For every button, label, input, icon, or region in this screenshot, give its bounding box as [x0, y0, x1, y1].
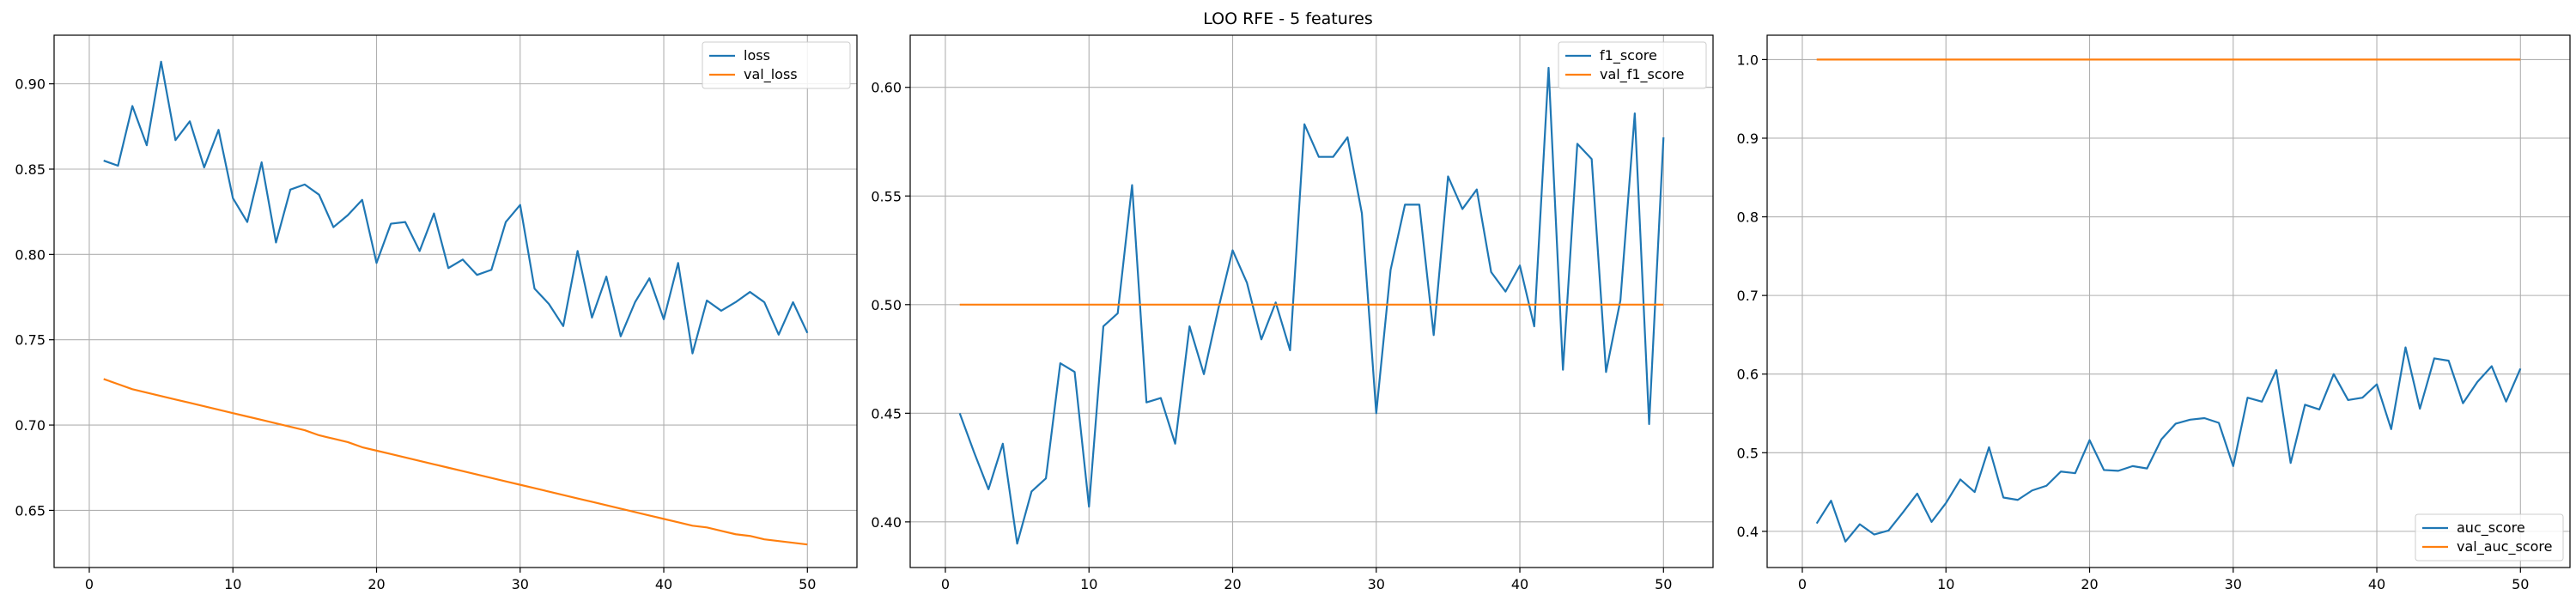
x-axis: 0 10 20 30 40 50 — [941, 568, 1672, 592]
x-tick-label: 20 — [2081, 576, 2098, 592]
legend-box — [1558, 41, 1707, 89]
legend: loss val_loss — [702, 41, 851, 89]
x-tick-label: 10 — [1937, 576, 1954, 592]
y-tick-label: 0.8 — [1737, 209, 1759, 226]
x-tick-label: 10 — [1080, 576, 1097, 592]
y-axis: 0.4 0.5 0.6 0.7 0.8 0.9 1.0 — [1737, 52, 1767, 540]
y-tick-label: 0.45 — [871, 405, 902, 422]
subplot-2: 0 10 20 30 40 50 0.40 0.45 0.50 0.55 0.60 f1_scorev… — [871, 34, 1714, 592]
x-tick-label: 30 — [1368, 576, 1385, 592]
grid — [54, 35, 857, 568]
legend-box — [2415, 513, 2564, 562]
y-tick-label: 0.65 — [15, 502, 46, 519]
figure-title: LOO RFE - 5 features — [1203, 9, 1373, 28]
x-axis: 0 10 20 30 40 50 — [85, 568, 816, 592]
y-tick-label: 0.80 — [15, 246, 46, 263]
x-tick-label: 0 — [1798, 576, 1807, 592]
y-axis: 0.40 0.45 0.50 0.55 0.60 — [871, 80, 910, 531]
legend-label-loss: loss — [744, 47, 770, 64]
y-tick-label: 0.55 — [871, 188, 902, 204]
y-tick-label: 0.75 — [15, 332, 46, 349]
x-tick-label: 40 — [1511, 576, 1528, 592]
y-tick-label: 0.7 — [1737, 288, 1759, 304]
legend-label-val_loss: val_loss — [744, 66, 798, 83]
x-axis: 0 10 20 30 40 50 — [1798, 568, 2529, 592]
legend: f1_score val_f1_score — [1558, 41, 1707, 89]
y-tick-label: 0.60 — [871, 80, 902, 96]
axes-frame — [53, 34, 858, 568]
subplot-1: 0 10 20 30 40 50 0.65 0.70 0.75 0.80 0.85 0.90 loss v… — [15, 34, 858, 592]
x-tick-label: 10 — [224, 576, 241, 592]
x-tick-label: 0 — [85, 576, 94, 592]
series-lines — [958, 66, 1665, 545]
legend-label-f1_score: f1_score — [1600, 47, 1657, 64]
x-tick-label: 20 — [368, 576, 385, 592]
series-line-f1_score — [958, 66, 1665, 545]
y-tick-label: 0.70 — [15, 417, 46, 434]
series-line-val_loss — [103, 378, 808, 546]
y-tick-label: 0.85 — [15, 161, 46, 178]
y-tick-label: 0.4 — [1737, 524, 1759, 540]
legend-box — [702, 41, 851, 89]
x-tick-label: 40 — [2368, 576, 2385, 592]
y-tick-label: 1.0 — [1737, 52, 1759, 68]
y-tick-label: 0.9 — [1737, 131, 1759, 147]
y-tick-label: 0.6 — [1737, 367, 1759, 383]
axes-frame — [1766, 34, 2571, 568]
legend-label-auc_score: auc_score — [2457, 519, 2525, 537]
axes-frame — [909, 34, 1714, 568]
series-lines — [103, 60, 809, 546]
x-tick-label: 30 — [512, 576, 529, 592]
x-tick-label: 50 — [799, 576, 816, 592]
y-tick-label: 0.40 — [871, 514, 902, 531]
series-line-auc_score — [1815, 346, 2522, 543]
x-tick-label: 40 — [655, 576, 672, 592]
subplots: 0 10 20 30 40 500.650.700.750.800.850.90lossv… — [15, 34, 2571, 592]
series-line-loss — [103, 60, 809, 355]
legend-label-val_auc_score: val_auc_score — [2457, 538, 2552, 555]
legend-label-val_f1_score: val_f1_score — [1600, 66, 1685, 83]
subplot-3: 0 10 20 30 40 50 0.4 0.5 0.6 0.7 0.8 0.9 1.0 auc_scor… — [1737, 34, 2571, 592]
x-tick-label: 20 — [1224, 576, 1241, 592]
series-lines — [1815, 58, 2522, 543]
y-axis: 0.65 0.70 0.75 0.80 0.85 0.90 — [15, 76, 54, 519]
x-tick-label: 50 — [1655, 576, 1672, 592]
y-tick-label: 0.90 — [15, 76, 46, 93]
y-tick-label: 0.5 — [1737, 445, 1759, 461]
x-tick-label: 50 — [2512, 576, 2529, 592]
y-tick-label: 0.50 — [871, 297, 902, 313]
x-tick-label: 0 — [941, 576, 950, 592]
x-tick-label: 30 — [2225, 576, 2242, 592]
